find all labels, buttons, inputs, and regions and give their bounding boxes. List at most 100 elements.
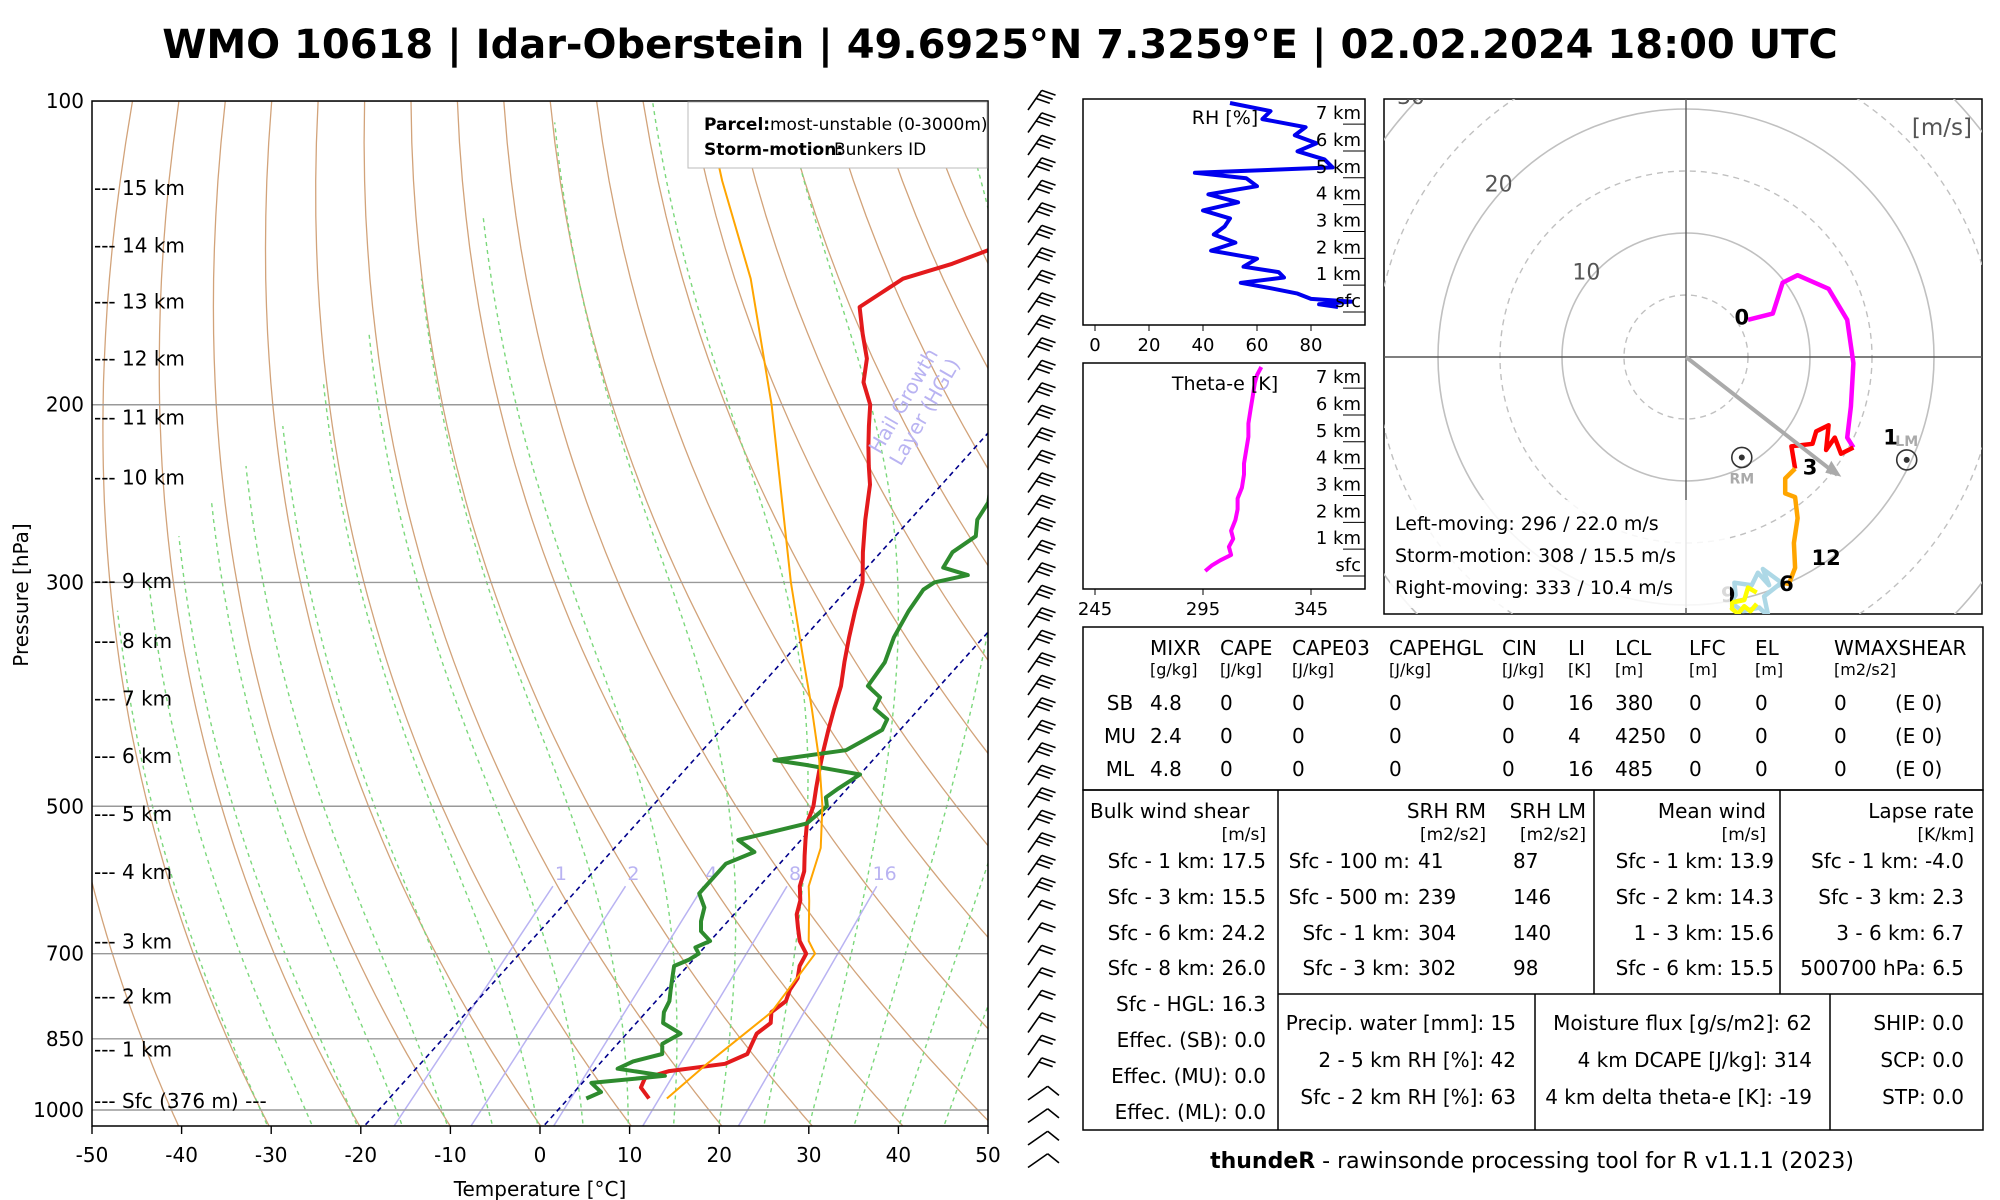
wind-barb (1027, 292, 1056, 313)
srh-lm-title: SRH LM (1510, 799, 1586, 823)
wind-barb (1027, 112, 1056, 133)
param-header: LCL (1615, 636, 1652, 660)
lapse-rate-row: 500700 hPa: 6.5 (1800, 956, 1964, 980)
barb-flag (1035, 367, 1051, 375)
height-label: --- Sfc (376 m) --- (94, 1089, 267, 1113)
barb-shaft (1027, 809, 1043, 831)
param-header: CAPE03 (1292, 636, 1370, 660)
dry-adiabat (688, 101, 988, 755)
mixing-ratio-line (737, 885, 878, 1126)
height-label: --- 1 km (94, 1037, 172, 1061)
barb-flag (1041, 899, 1056, 906)
barb-flag (1038, 971, 1053, 978)
barb-flag (1041, 854, 1056, 861)
barb-flag (1035, 727, 1051, 735)
moisture-row: Sfc - 2 km RH [%]: 63 (1300, 1085, 1516, 1109)
height-tick-label: 4 km (1316, 448, 1361, 469)
barb-flag (1041, 652, 1056, 659)
barb-flag (1038, 588, 1053, 595)
param-header: CIN (1502, 636, 1537, 660)
barb-flag (1038, 431, 1053, 438)
dry-adiabat (102, 101, 270, 1126)
hgl-isotherm (363, 431, 988, 1126)
height-label: --- 5 km (94, 802, 172, 826)
x-tick-label: 20 (1138, 335, 1161, 356)
temperature-tick-label: 0 (534, 1143, 547, 1167)
bulk-shear-row: Sfc - 3 km: 15.5 (1108, 885, 1266, 909)
right-moving-text: Right-moving: 333 / 10.4 m/s (1395, 577, 1673, 599)
barb-flag (1041, 832, 1056, 839)
wind-barb (1027, 674, 1056, 696)
barb-flag (1038, 363, 1053, 370)
param-cell: 4.8 (1150, 691, 1182, 715)
height-label: --- 8 km (94, 629, 172, 653)
x-tick-label: 40 (1192, 335, 1215, 356)
barb-shaft (1027, 539, 1043, 561)
x-tick-label: 295 (1186, 599, 1220, 620)
hodograph-trace (1747, 272, 1856, 449)
barb-flag (1047, 1108, 1060, 1119)
srh-lm-value: 98 (1513, 956, 1538, 980)
barb-flag (1038, 678, 1053, 685)
barb-shaft (1027, 562, 1043, 583)
param-unit: [K] (1568, 660, 1591, 679)
storm-motion-value: Bunkers ID (834, 140, 926, 160)
barb-flag (1041, 517, 1056, 524)
moist-adiabat (116, 610, 269, 1126)
barb-shaft (1027, 967, 1043, 988)
height-label: --- 2 km (94, 985, 172, 1009)
moist-adiabat (482, 215, 678, 1126)
param-cell: 0 (1502, 757, 1515, 781)
srh-row-label: Sfc - 100 m: (1289, 849, 1410, 873)
barb-flag (1038, 476, 1053, 483)
barb-flag (1041, 1012, 1056, 1019)
barb-flag (1041, 359, 1056, 366)
barb-flag (1038, 1038, 1053, 1045)
left-moving-text: Left-moving: 296 / 22.0 m/s (1395, 513, 1659, 535)
mean-wind-title: Mean wind (1658, 799, 1766, 823)
barb-flag (1035, 165, 1051, 172)
param-cell: 4250 (1615, 724, 1666, 748)
barb-flag (1035, 187, 1051, 195)
wind-barb (1027, 1108, 1060, 1124)
param-row-label: SB (1107, 691, 1133, 715)
pressure-tick-label: 100 (46, 89, 84, 113)
barb-flag (1035, 525, 1051, 532)
param-cell: 0 (1834, 757, 1847, 781)
barb-flag (1035, 412, 1051, 420)
pressure-tick-label: 850 (46, 1027, 84, 1051)
barb-shaft (1027, 404, 1043, 426)
moist-adiabat (783, 101, 900, 1126)
moist-adiabat (210, 502, 404, 1126)
x-tick-label: 60 (1246, 335, 1269, 356)
dry-adiabat (315, 101, 633, 1126)
height-label: --- 4 km (94, 860, 172, 884)
barb-flag (1035, 390, 1051, 397)
height-label: --- 15 km (94, 176, 185, 200)
barb-flag (1035, 795, 1051, 802)
barb-flag (1038, 813, 1053, 820)
param-cell: 4 (1568, 724, 1581, 748)
parcel-info-box (687, 101, 988, 169)
param-cell: 0 (1834, 724, 1847, 748)
barb-shaft (1027, 247, 1043, 268)
wind-barb (1027, 607, 1056, 628)
wind-barb (1027, 427, 1056, 448)
barb-flag (1038, 723, 1053, 730)
wind-barb (1027, 584, 1056, 606)
footer-text: thundeR - rawinsonde processing tool for… (1210, 1149, 1854, 1174)
barb-flag (1038, 611, 1053, 618)
parcel-info-value: most-unstable (0-3000m) (770, 115, 988, 135)
mixing-ratio-line (470, 885, 627, 1126)
srh-rm-unit: [m2/s2] (1420, 825, 1486, 845)
srh-row-label: Sfc - 500 m: (1289, 885, 1410, 909)
barb-flag (1041, 314, 1056, 321)
param-cell: 4.8 (1150, 757, 1182, 781)
wind-barb (1027, 179, 1056, 201)
ring-label: 20 (1485, 173, 1513, 198)
height-tick-label: 5 km (1316, 421, 1361, 442)
x-tick-label: 0 (1089, 335, 1100, 356)
barb-flag (1041, 292, 1056, 299)
skewt-x-label: Temperature [°C] (453, 1177, 627, 1200)
hodograph-trace (1729, 585, 1759, 614)
